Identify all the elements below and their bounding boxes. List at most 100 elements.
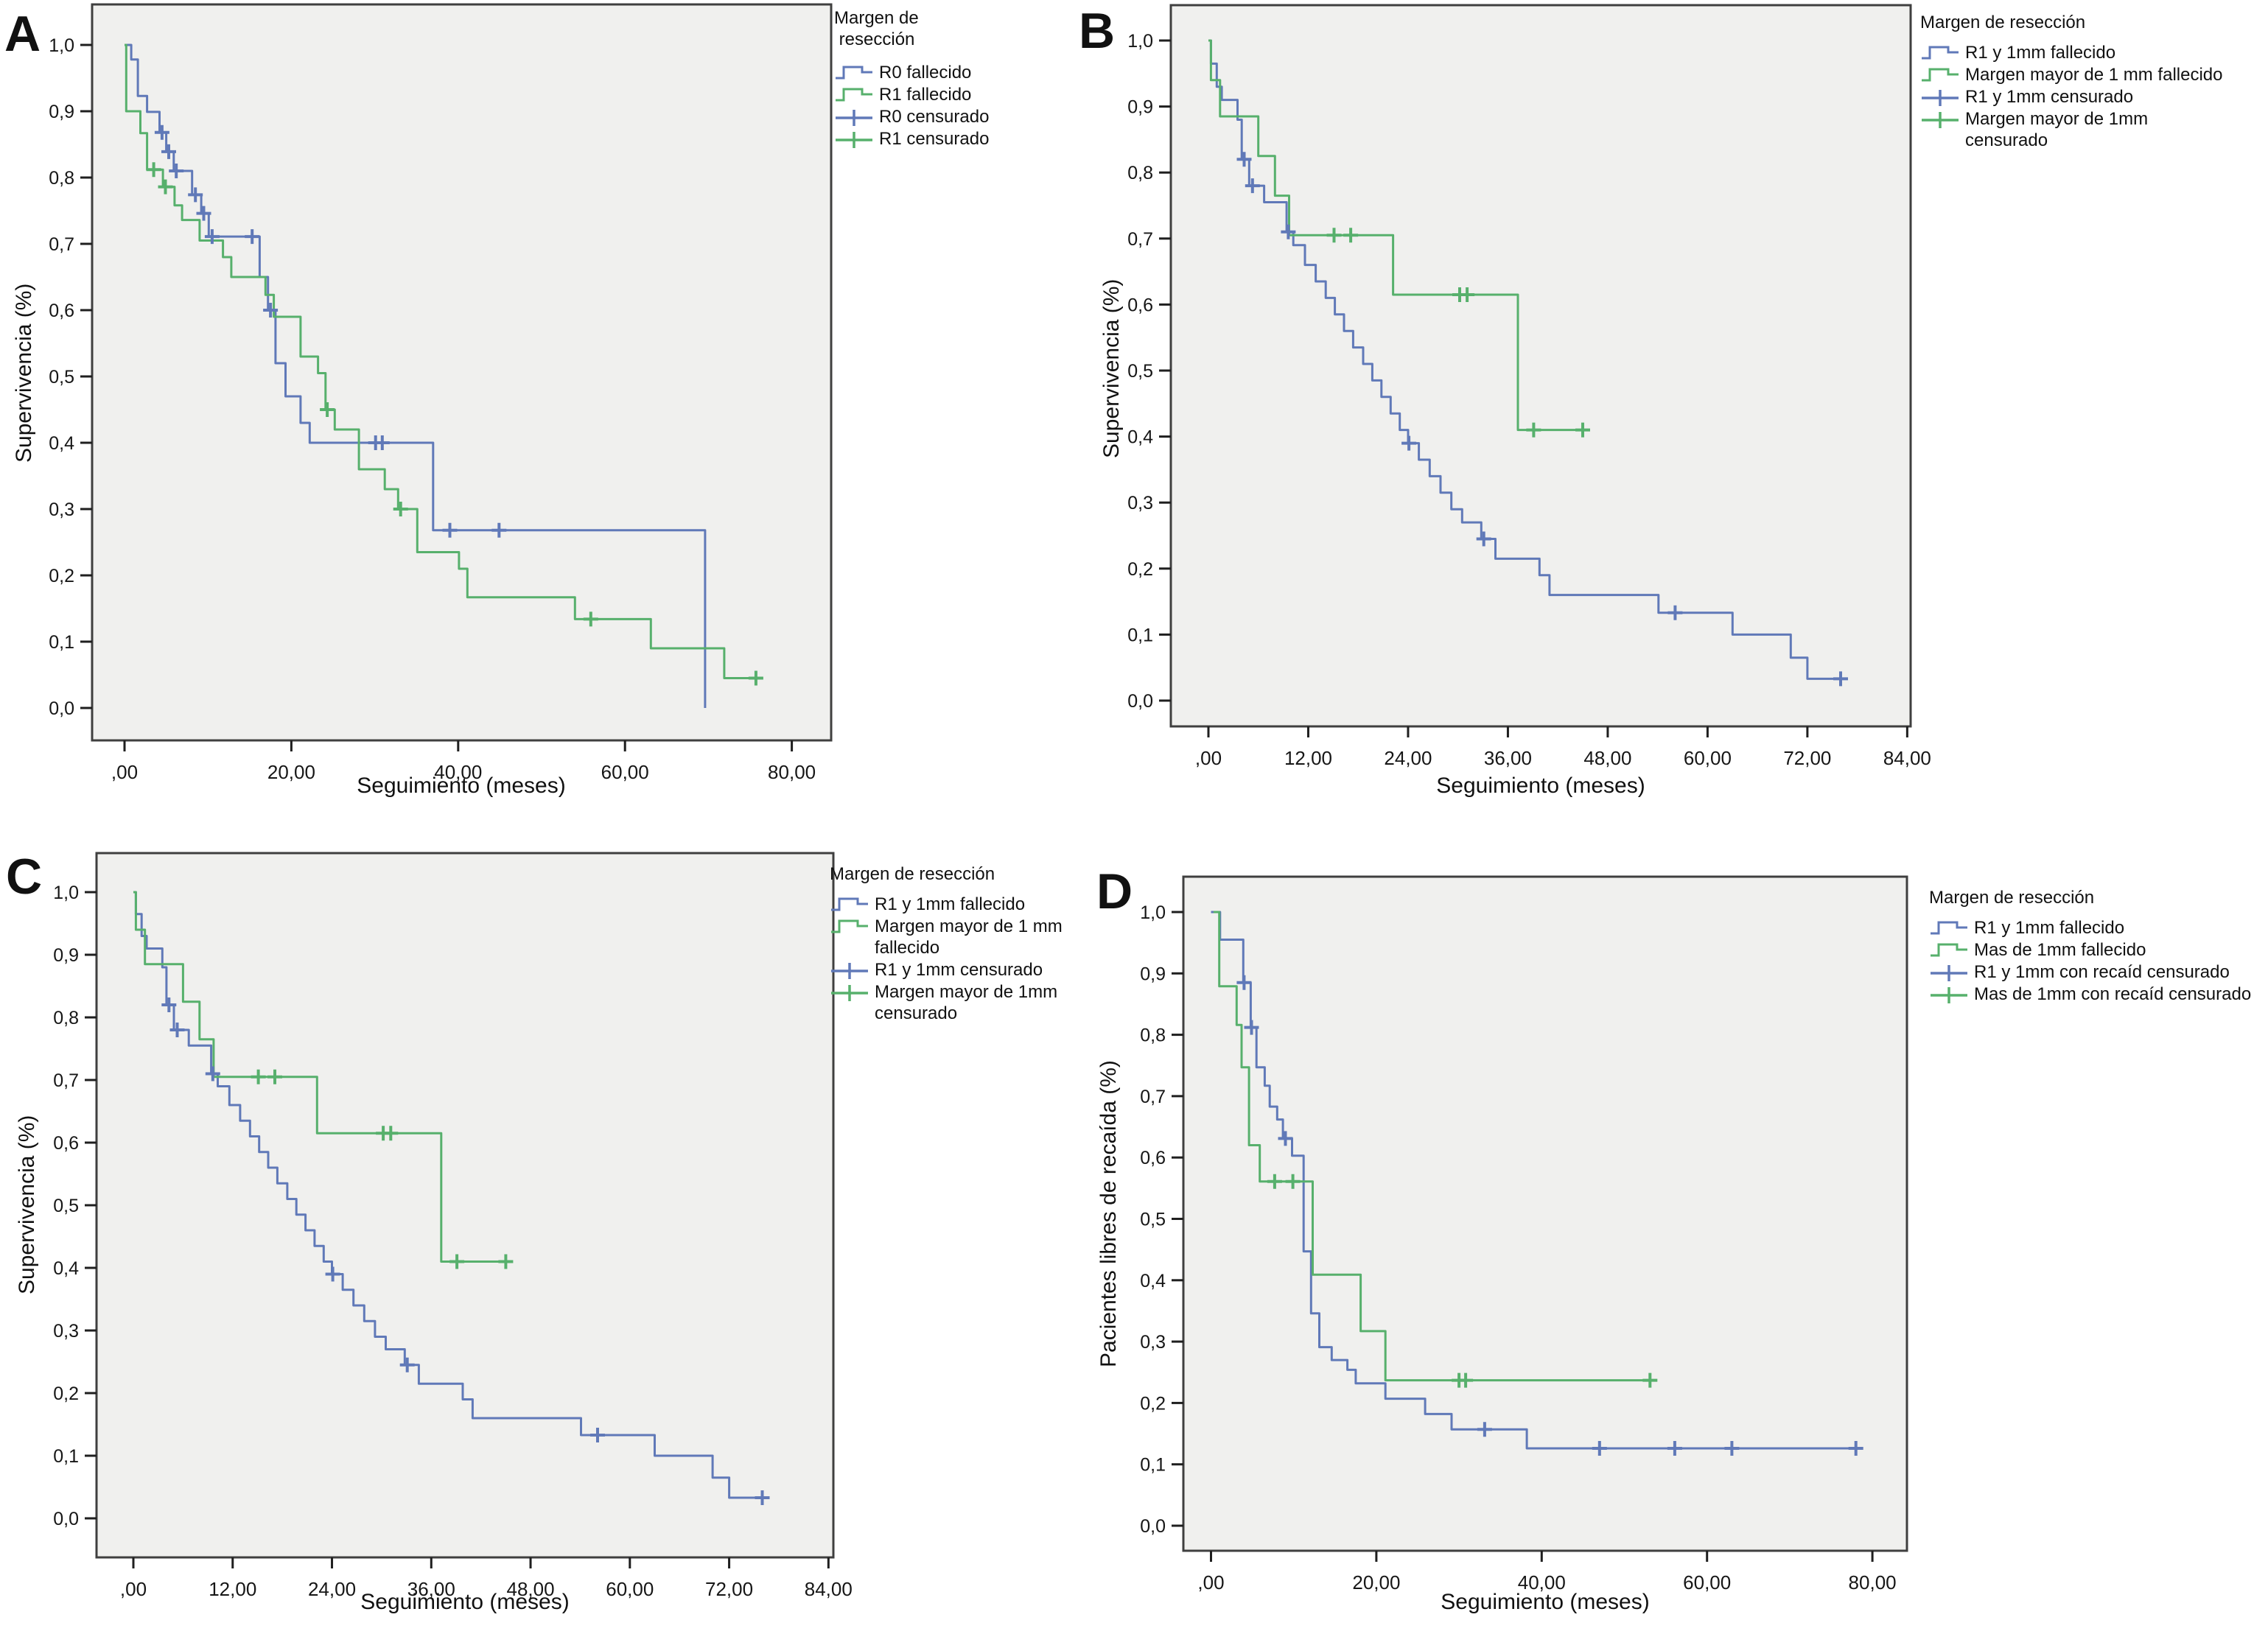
y-tick-label: 0,9: [1127, 97, 1153, 118]
censor-mark-icon: [267, 1069, 282, 1084]
plot-area: [1169, 4, 1912, 728]
step-line-swatch-icon: [1922, 68, 1959, 82]
censor-mark-icon: [1724, 1441, 1740, 1456]
legend-item-label: R1 y 1mm censurado: [875, 959, 1043, 981]
legend-item-label: R1 y 1mm fallecido: [1965, 42, 2115, 63]
legend-title: Margen de resección: [834, 7, 989, 50]
y-tick-label: 0,7: [49, 234, 74, 255]
censor-mark-icon: [498, 1254, 514, 1269]
censor-plus-swatch-icon: [1922, 90, 1959, 106]
plot-area: [1182, 875, 1908, 1552]
legend-title: Margen de resección: [830, 863, 1063, 885]
legend-item-label: Margen mayor de 1 mm fallecido: [875, 916, 1063, 958]
y-tick-label: 0,2: [1127, 559, 1153, 580]
legend-item: Margen mayor de 1 mm fallecido: [830, 916, 1063, 958]
y-tick-label: 0,3: [53, 1321, 79, 1342]
x-tick-label: 84,00: [1883, 747, 1931, 769]
legend-item-label: R1 y 1mm con recaíd censurado: [1974, 961, 2230, 983]
censor-mark-icon: [204, 229, 220, 245]
censor-mark-icon: [196, 206, 211, 221]
x-tick-label: 72,00: [1783, 747, 1831, 769]
censor-mark-icon: [245, 229, 260, 245]
y-tick-label: 0,1: [53, 1446, 79, 1467]
panel-letter-a: A: [4, 6, 41, 62]
censor-plus-swatch-icon: [1922, 112, 1959, 128]
censor-plus-swatch-icon: [1931, 965, 1967, 981]
x-tick-label: 48,00: [1583, 747, 1631, 769]
y-tick-label: 0,0: [1140, 1516, 1166, 1537]
censor-mark-icon: [169, 164, 184, 178]
km-chart-panel-a: 1,0 0,9 0,8 0,7 0,6 0,5 0,4 0,3 0,2 0,1 0,0 ,00 20,0…: [49, 3, 833, 783]
censor-mark-icon: [449, 1254, 465, 1269]
censor-mark-icon: [590, 1428, 605, 1442]
censor-mark-icon: [1245, 178, 1260, 194]
x-tick-label: 40,00: [1518, 1571, 1566, 1593]
y-tick-label: 1,0: [1127, 31, 1153, 52]
y-tick-label: 0,4: [53, 1258, 79, 1279]
y-tick-label: 0,2: [49, 566, 74, 586]
censor-mark-icon: [1667, 1441, 1682, 1456]
legend-item-label: R1 y 1mm fallecido: [1974, 917, 2124, 939]
censor-mark-icon: [1244, 1020, 1259, 1035]
legend-title: Margen de resección: [1929, 887, 2251, 908]
y-tick-label: 0,3: [1140, 1332, 1166, 1353]
legend-item: Mas de 1mm fallecido: [1929, 939, 2251, 961]
y-tick-label: 0,8: [1140, 1025, 1166, 1046]
x-tick-label: ,00: [1195, 747, 1222, 769]
x-tick-label: 24,00: [1384, 747, 1432, 769]
x-tick-label: 80,00: [768, 761, 816, 783]
x-tick-label: 36,00: [407, 1578, 455, 1600]
y-tick-label: 0,3: [49, 499, 74, 520]
legend-item-label-line: R1 y 1mm censurado: [1965, 87, 2134, 107]
censor-mark-icon: [583, 611, 598, 627]
censor-mark-icon: [146, 162, 161, 178]
x-tick-label: ,00: [1197, 1571, 1224, 1593]
censor-mark-icon: [1477, 1422, 1492, 1437]
legend-item: R1 y 1mm con recaíd censurado: [1929, 961, 2251, 983]
x-tick-label: 60,00: [1683, 1571, 1731, 1593]
censor-mark-icon: [1236, 152, 1252, 167]
legend-item-label-line: censurado: [875, 1003, 958, 1023]
censor-mark-icon: [161, 997, 177, 1012]
censor-mark-icon: [1667, 605, 1683, 620]
plot-area: [95, 852, 835, 1559]
y-axis-label-d: Pacientes libres de recaída (%): [1096, 1060, 1121, 1368]
y-tick-label: 0,5: [1140, 1210, 1166, 1230]
km-curve: [133, 891, 766, 1499]
censor-mark-icon: [158, 179, 173, 194]
legend-title-line: resección: [834, 29, 915, 49]
x-axis-label-a: Seguimiento (meses): [357, 774, 566, 798]
step-line-swatch-icon: [1922, 46, 1959, 60]
censor-mark-icon: [154, 125, 169, 140]
y-tick-label: 0,0: [49, 698, 74, 719]
censor-mark-icon: [1592, 1441, 1607, 1456]
legend-items: R1 y 1mm fallecido Margen mayor de 1 mm fa…: [830, 894, 1063, 1024]
y-tick-label: 0,3: [1127, 493, 1153, 513]
panel-letter-d: D: [1096, 863, 1133, 919]
legend-item: R1 fallecido: [834, 84, 989, 105]
y-tick-label: 0,4: [1127, 427, 1153, 448]
legend-item-label-line: Mas de 1mm con recaíd censurado: [1974, 984, 2252, 1004]
step-line-swatch-icon: [831, 897, 868, 911]
km-chart-panel-b: 1,0 0,9 0,8 0,7 0,6 0,5 0,4 0,3 0,2 0,1 0,0 ,00 12,0…: [1127, 4, 1931, 769]
x-tick-label: 40,00: [434, 761, 482, 783]
y-axis-label-b: Supervivencia (%): [1099, 278, 1124, 458]
panel-letter-c: C: [6, 849, 43, 905]
censor-mark-icon: [1833, 671, 1848, 687]
legend-item-label-line: R1 y 1mm fallecido: [1965, 43, 2116, 63]
censor-mark-icon: [320, 402, 335, 417]
legend-item-label-line: fallecido: [875, 938, 940, 958]
step-line-swatch-icon: [831, 919, 868, 933]
censor-plus-swatch-icon: [836, 110, 872, 126]
censor-mark-icon: [399, 1357, 415, 1372]
censor-mark-icon: [263, 303, 279, 318]
km-chart-panel-c: 1,0 0,9 0,8 0,7 0,6 0,5 0,4 0,3 0,2 0,1 0,0 ,00 12,0…: [53, 852, 853, 1600]
legend-item-label-line: R0 censurado: [879, 107, 990, 127]
x-axis-label-b: Seguimiento (meses): [1436, 774, 1645, 798]
y-tick-label: 0,6: [49, 301, 74, 321]
x-tick-label: 20,00: [267, 761, 315, 783]
plot-area: [91, 3, 833, 742]
legend-title-line: Margen de resección: [1920, 13, 2086, 32]
censor-plus-swatch-icon: [836, 132, 872, 148]
